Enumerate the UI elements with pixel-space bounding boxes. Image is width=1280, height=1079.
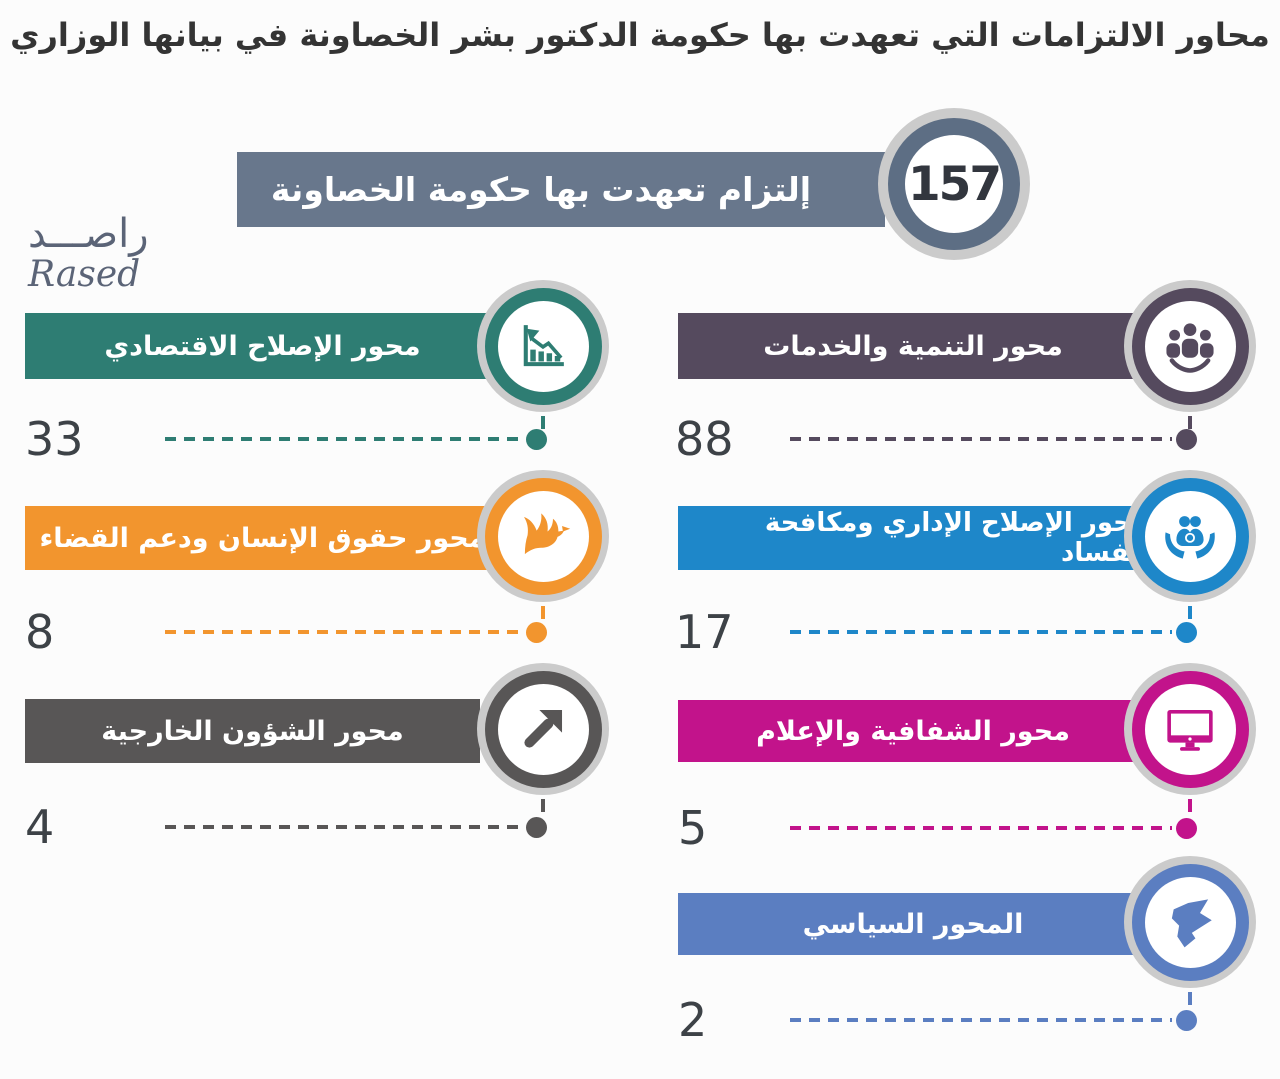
leader-line xyxy=(165,630,525,634)
axis-value: 2 xyxy=(678,993,708,1047)
dove-icon xyxy=(523,513,571,555)
leader-dot xyxy=(1176,622,1197,643)
axis-label: المحور السياسي xyxy=(802,908,1024,940)
total-count-badge: 157 xyxy=(878,108,1030,260)
jordan-map-icon xyxy=(1171,899,1212,948)
axis-icon-badge xyxy=(1124,663,1256,795)
axis-value: 88 xyxy=(675,412,734,466)
leader-line xyxy=(790,826,1172,830)
leader-dot xyxy=(1176,429,1197,450)
leader-dot xyxy=(526,429,547,450)
axis-icon-badge xyxy=(477,280,609,412)
total-count-value: 157 xyxy=(907,156,1002,212)
declining-bar-chart-icon xyxy=(523,325,564,367)
axis-icon-badge xyxy=(477,663,609,795)
leader-dot xyxy=(526,622,547,643)
axis-icon-badge xyxy=(1124,856,1256,988)
rased-logo: راصـــد Rased xyxy=(28,212,149,294)
axis-icon-badge xyxy=(1124,280,1256,412)
axis-value: 33 xyxy=(25,412,84,466)
axis-icon-badge xyxy=(477,470,609,602)
axis-bar: محور حقوق الإنسان ودعم القضاء xyxy=(25,506,500,570)
axis-value: 17 xyxy=(675,605,734,659)
axis-icon-badge xyxy=(1124,470,1256,602)
leader-dot xyxy=(1176,1010,1197,1031)
page-title: محاور الالتزامات التي تعهدت بها حكومة ال… xyxy=(10,16,1270,54)
leader-line xyxy=(790,1018,1172,1022)
axis-bar: محور الشؤون الخارجية xyxy=(25,699,480,763)
leader-dot xyxy=(1176,818,1197,839)
axis-label: محور حقوق الإنسان ودعم القضاء xyxy=(39,522,486,554)
axis-label: محور الشؤون الخارجية xyxy=(101,715,404,747)
axis-label: محور الإصلاح الاقتصادي xyxy=(104,330,421,362)
leader-line xyxy=(790,630,1172,634)
axis-label: محور التنمية والخدمات xyxy=(763,330,1063,362)
rased-logo-arabic: راصـــد xyxy=(28,211,149,257)
total-banner-label: إلتزام تعهدت بها حكومة الخصاونة xyxy=(270,170,812,209)
axis-value: 4 xyxy=(25,800,55,854)
leader-line xyxy=(790,437,1172,441)
axis-bar: محور الإصلاح الاقتصادي xyxy=(25,313,500,379)
axis-label: محور الإصلاح الإداري ومكافحة الفساد xyxy=(764,508,1148,568)
monitor-icon xyxy=(1167,709,1213,751)
axis-bar: المحور السياسي xyxy=(678,893,1148,955)
leader-line xyxy=(165,825,525,829)
axis-value: 5 xyxy=(678,801,708,855)
axis-label: محور الشفافية والإعلام xyxy=(756,715,1070,747)
rased-logo-latin: Rased xyxy=(28,254,141,295)
people-group-icon xyxy=(1166,323,1214,373)
leader-dot xyxy=(526,817,547,838)
axis-bar: محور الشفافية والإعلام xyxy=(678,700,1148,762)
hands-holding-family-icon xyxy=(1165,516,1215,559)
axis-bar: محور التنمية والخدمات xyxy=(678,313,1148,379)
axis-bar: محور الإصلاح الإداري ومكافحة الفساد xyxy=(678,506,1148,570)
arrow-up-right-icon xyxy=(524,709,563,748)
leader-line xyxy=(165,437,525,441)
total-banner: إلتزام تعهدت بها حكومة الخصاونة xyxy=(237,152,885,227)
axis-value: 8 xyxy=(25,605,55,659)
